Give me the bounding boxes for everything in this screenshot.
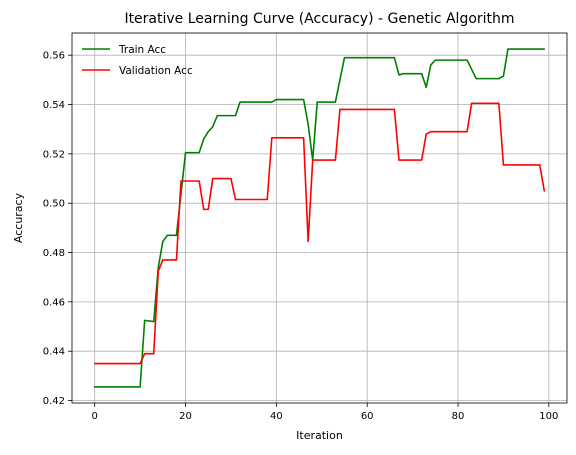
legend-label-train-acc: Train Acc	[118, 44, 166, 56]
y-tick-label: 0.46	[43, 297, 65, 308]
axis-ticks: 0 20 40 60 80 100 0.42 0.44 0.46 0.48 0.50 0.52 0.54…	[43, 51, 559, 422]
legend-label-validation-acc: Validation Acc	[119, 65, 193, 77]
y-axis-label: Accuracy	[12, 192, 25, 243]
series-line-train-acc	[93, 48, 546, 388]
y-tick-label: 0.44	[43, 347, 65, 358]
series-line-validation-acc	[93, 102, 546, 365]
y-tick-label: 0.48	[43, 248, 65, 259]
y-tick-label: 0.52	[43, 149, 65, 160]
x-tick-label: 100	[539, 411, 558, 422]
y-tick-label: 0.50	[43, 199, 65, 210]
x-tick-label: 0	[92, 411, 98, 422]
x-tick-label: 80	[452, 411, 465, 422]
plot-frame	[71, 32, 568, 404]
chart-title: Iterative Learning Curve (Accuracy) - Ge…	[124, 11, 514, 27]
y-tick-label: 0.56	[43, 51, 65, 62]
x-axis-label: Iteration	[296, 429, 343, 442]
x-tick-label: 20	[179, 411, 192, 422]
series-lines	[93, 48, 546, 388]
grid-lines	[72, 33, 567, 403]
y-tick-label: 0.54	[43, 100, 65, 111]
x-tick-label: 40	[270, 411, 283, 422]
y-tick-label: 0.42	[43, 396, 65, 407]
legend: Train Acc Validation Acc	[82, 44, 193, 77]
x-tick-label: 60	[361, 411, 374, 422]
